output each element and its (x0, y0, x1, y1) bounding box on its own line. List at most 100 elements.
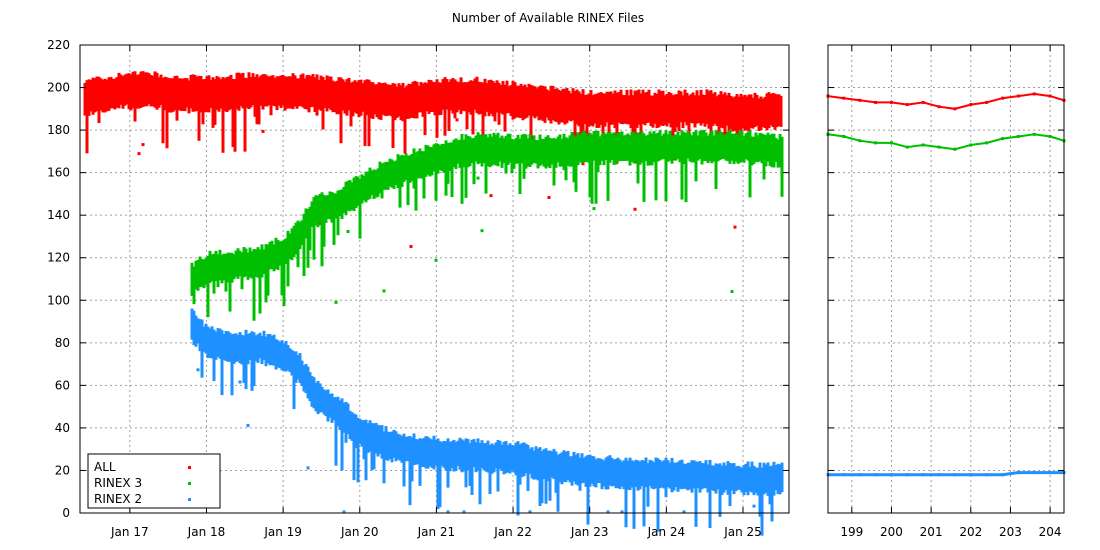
legend-swatch (188, 482, 191, 485)
data-point (937, 473, 941, 477)
data-point (905, 145, 909, 149)
data-point (238, 380, 242, 384)
data-spike (240, 275, 244, 290)
data-spike (358, 205, 362, 239)
data-spike (714, 163, 718, 189)
data-spike (233, 106, 237, 152)
data-point (1001, 473, 1005, 477)
data-spike (216, 283, 220, 288)
data-spike (340, 425, 344, 471)
data-spike (402, 460, 406, 487)
data-spike (161, 105, 165, 144)
data-spike (175, 107, 179, 121)
data-point (937, 105, 941, 109)
data-spike (464, 469, 468, 488)
data-spike (391, 118, 395, 149)
data-spike (460, 163, 464, 204)
data-point (842, 134, 846, 138)
data-point (1016, 471, 1020, 475)
data-spike (694, 490, 698, 527)
data-point (985, 100, 989, 104)
data-spike (221, 110, 225, 153)
data-spike (684, 160, 688, 203)
data-spike (257, 104, 261, 125)
y-tick-label: 0 (62, 506, 70, 520)
data-spike (372, 449, 376, 470)
data-point (921, 100, 925, 104)
data-point (889, 100, 893, 104)
data-spike (504, 166, 508, 174)
data-spike (664, 158, 668, 202)
data-spike (349, 111, 353, 127)
data-spike (484, 163, 488, 194)
data-point (1016, 94, 1020, 98)
data-spike (447, 112, 451, 131)
data-spike (213, 111, 217, 125)
y-tick-label: 20 (55, 463, 70, 477)
panel-history: Jan 17 Jan 18 Jan 19 Jan 20 Jan 21 Jan 22 Jan … (47, 38, 790, 539)
data-point (547, 195, 551, 199)
data-spike (446, 469, 450, 488)
legend: ALL RINEX 3 RINEX 2 (87, 453, 221, 509)
data-spike (465, 110, 469, 130)
data-spike (544, 476, 548, 504)
data-point (346, 230, 350, 234)
data-point (633, 207, 637, 211)
data-spike (97, 110, 101, 124)
data-spike (673, 124, 677, 132)
chart-marks: Jan 17 Jan 18 Jan 19 Jan 20 Jan 21 Jan 22 Jan … (47, 38, 1066, 539)
data-spike (472, 165, 476, 185)
data-spike (590, 162, 594, 204)
data-point (858, 473, 862, 477)
x-tick-label: Jan 24 (647, 525, 686, 539)
y-tick-label: 200 (47, 81, 70, 95)
x-tick-label: Jan 20 (340, 525, 379, 539)
data-spike (422, 178, 426, 199)
data-spike (252, 359, 256, 387)
data-point (842, 473, 846, 477)
data-spike (85, 114, 89, 154)
data-spike (636, 160, 640, 184)
data-spike (398, 182, 402, 208)
data-spike (243, 108, 247, 152)
data-point (1048, 134, 1052, 138)
data-point (752, 504, 756, 508)
data-point (985, 473, 989, 477)
data-point (733, 225, 737, 229)
data-point (476, 176, 480, 180)
data-spike (438, 468, 442, 508)
data-spike (694, 162, 698, 182)
data-spike (133, 103, 137, 122)
data-spike (334, 424, 338, 466)
data-point (905, 473, 909, 477)
data-point (246, 423, 250, 427)
data-spike (367, 111, 371, 147)
series-rinex-2 (826, 471, 1066, 477)
data-spike (632, 490, 636, 529)
data-spike (165, 110, 169, 149)
panel-recent-days: 199 200 201 202 203 204 (826, 44, 1066, 539)
legend-box (87, 453, 221, 509)
data-spike (718, 491, 722, 517)
y-tick-label: 120 (47, 251, 70, 265)
data-spike (269, 106, 273, 116)
legend-swatch (188, 498, 191, 501)
data-spike (380, 193, 384, 199)
data-spike (564, 161, 568, 181)
data-spike (664, 490, 668, 498)
data-spike (363, 116, 367, 147)
data-point (874, 100, 878, 104)
data-spike (230, 360, 234, 396)
data-point (334, 300, 338, 304)
data-spike (594, 159, 598, 204)
data-point (858, 98, 862, 102)
data-point (409, 244, 413, 248)
data-spike (321, 106, 325, 130)
x-tick-label: 204 (1039, 525, 1062, 539)
data-point (141, 143, 145, 147)
data-spike (728, 492, 732, 507)
data-spike (418, 463, 422, 486)
data-spike (423, 113, 427, 136)
data-spike (503, 115, 507, 132)
data-band (780, 136, 784, 165)
